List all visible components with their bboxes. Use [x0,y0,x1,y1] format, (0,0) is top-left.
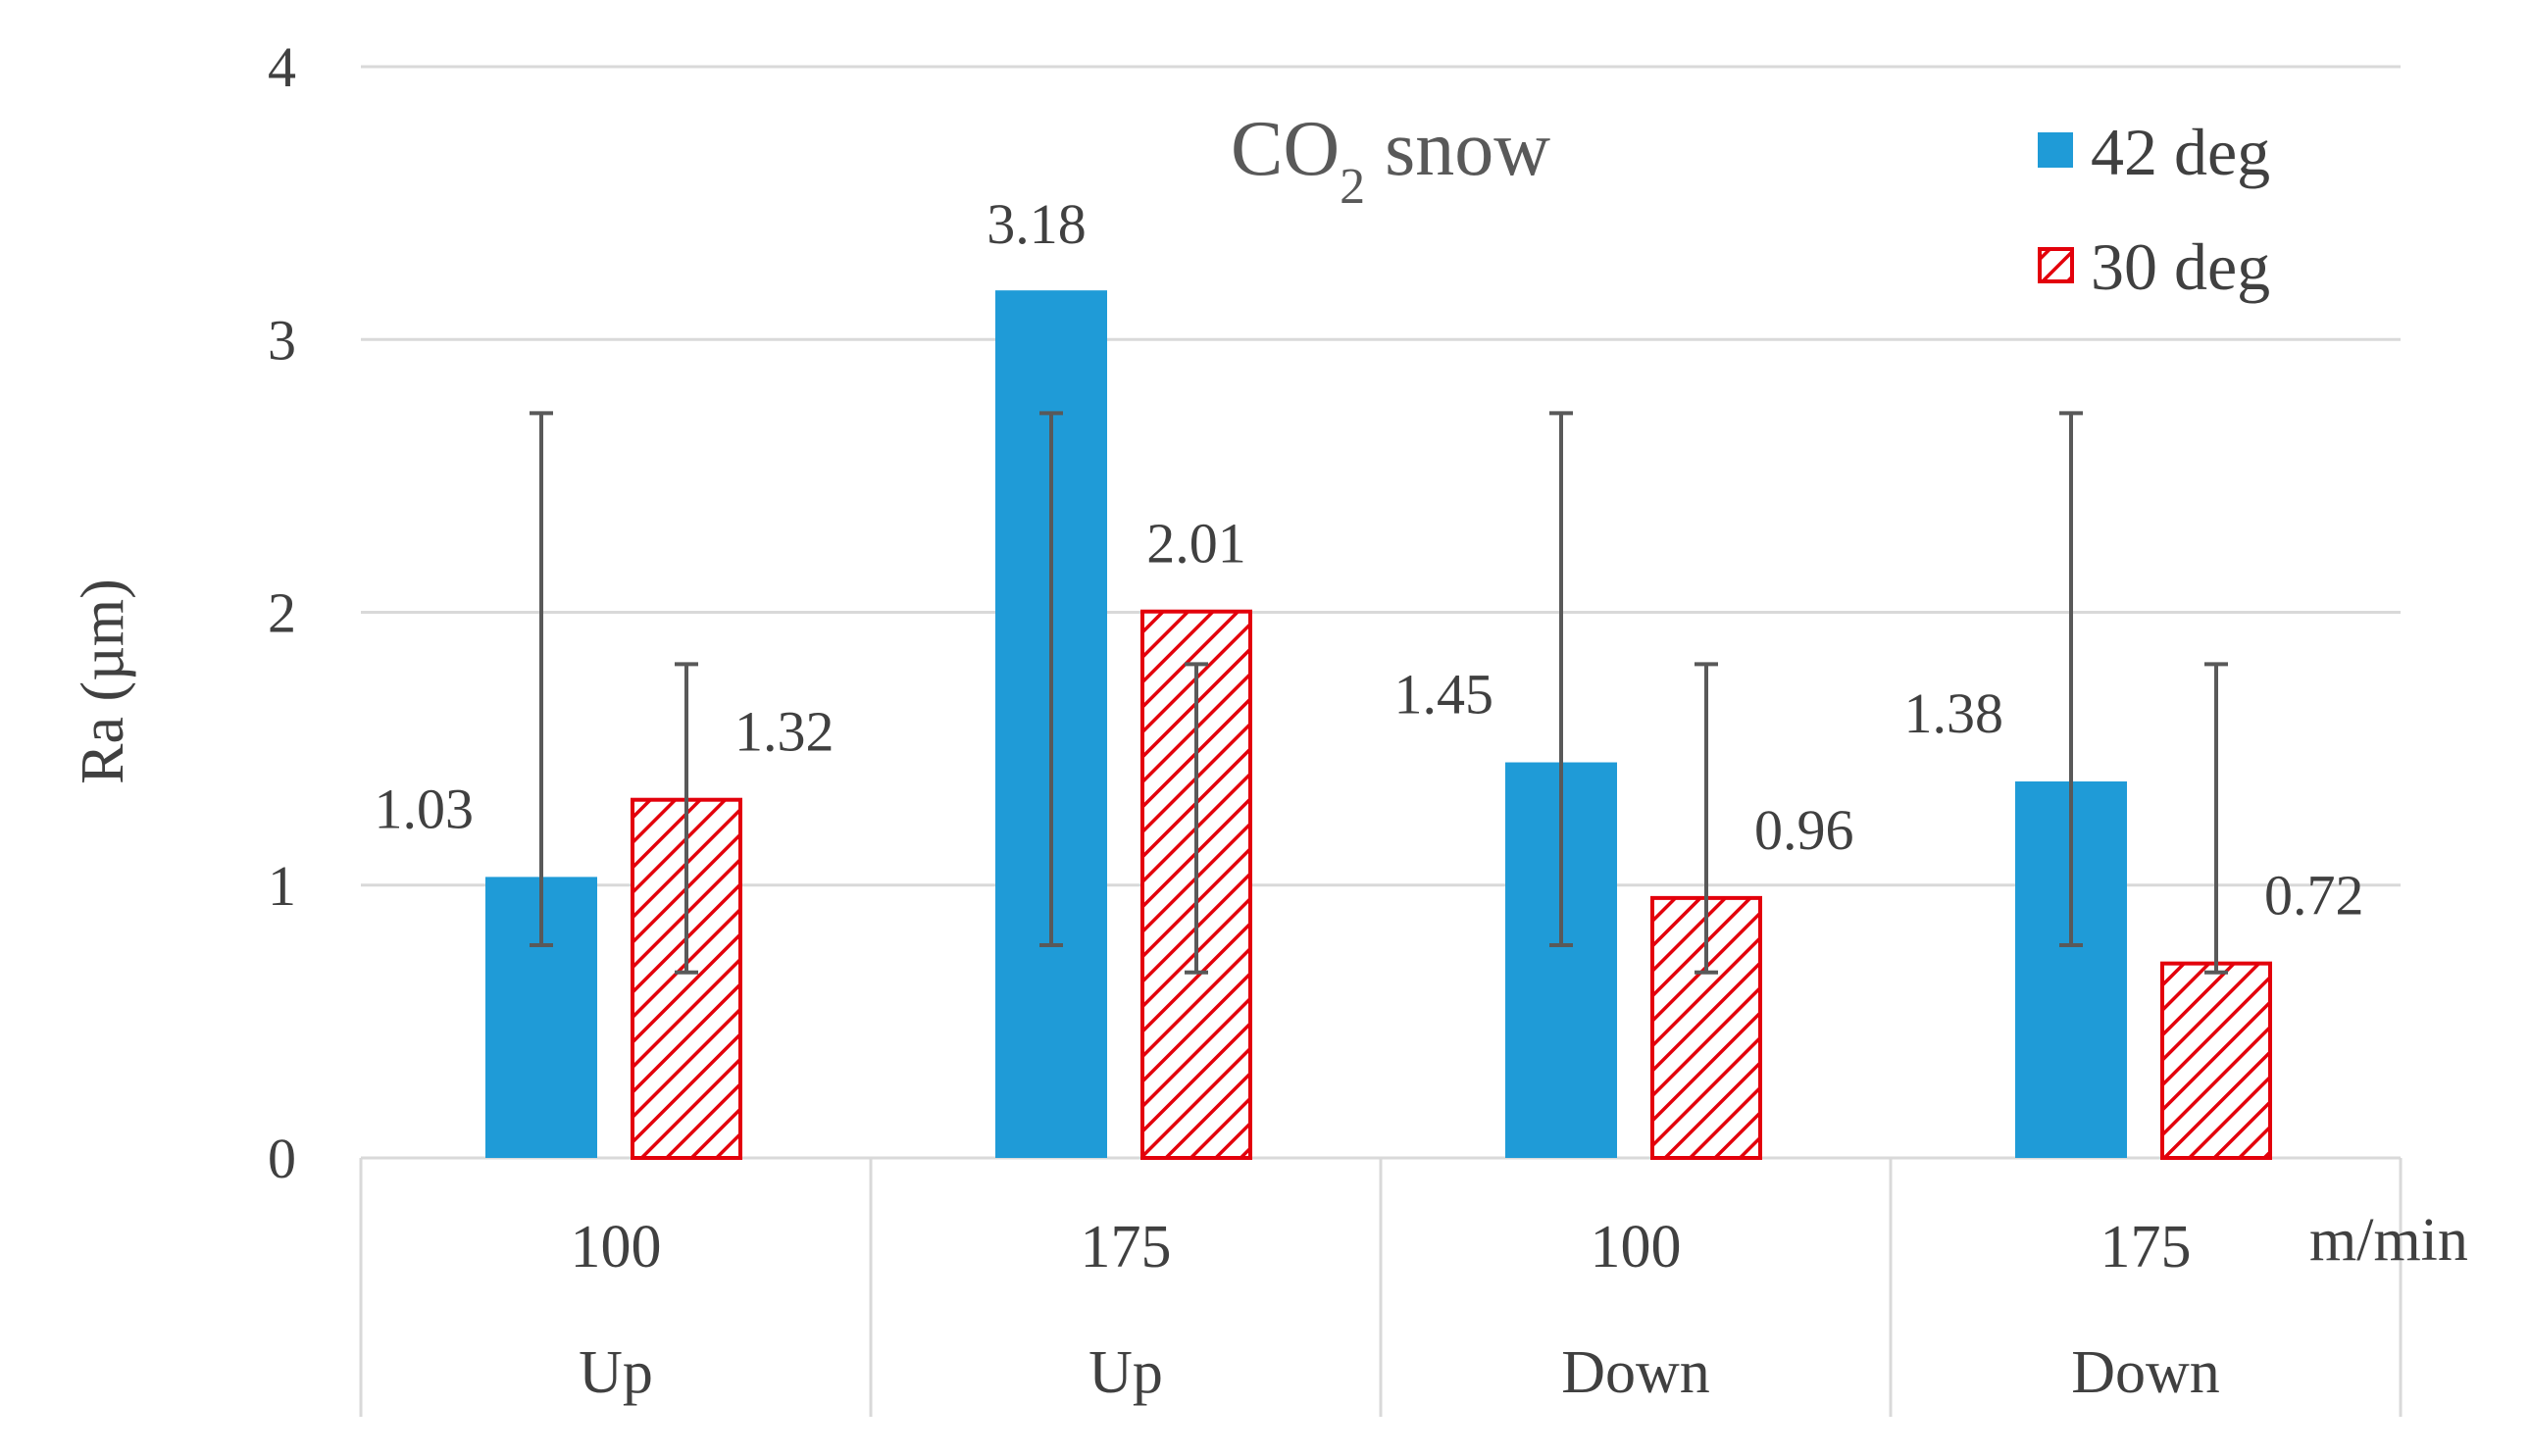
chart-title-subscript: 2 [1340,159,1365,215]
value-label: 1.32 [734,700,835,764]
x-axis: 100 Up 175 Up 100 Down 175 Down [359,1156,2403,1417]
value-label: 3.18 [987,192,1087,256]
x-tick-direction: Down [1561,1339,1710,1406]
x-tick-direction: Up [579,1339,653,1406]
x-axis-unit: m/min [2309,1207,2468,1274]
value-label: 1.03 [375,777,475,840]
x-tick-speed: 175 [2100,1214,2192,1280]
y-tick-label: 4 [268,35,296,99]
chart-title-main: CO [1231,106,1340,192]
bar [2160,961,2272,1160]
value-label: 0.96 [1754,798,1854,862]
legend-label-42deg: 42 deg [2091,115,2270,189]
value-label: 0.72 [2264,864,2364,928]
legend-swatch-30deg [2038,247,2074,283]
y-tick-label: 3 [268,308,296,372]
value-label: 2.01 [1146,512,1246,576]
chart-title-rest: snow [1365,106,1550,192]
y-tick-label: 1 [268,854,296,918]
legend-swatch-42deg [2038,132,2073,168]
value-labels: 1.03 1.32 3.18 2.01 1.45 0.96 1.38 0.72 [375,192,2364,927]
x-tick-speed: 100 [1591,1214,1682,1280]
x-tick-direction: Up [1088,1339,1163,1406]
y-tick-label: 2 [268,581,296,645]
value-label: 1.45 [1394,663,1494,727]
y-tick-label: 0 [268,1127,296,1190]
x-tick-direction: Down [2071,1339,2220,1406]
y-axis-ticks: 0 1 2 3 4 [268,35,296,1190]
bar [631,797,742,1161]
chart-title: CO2 snow [1231,106,1550,215]
value-label: 1.38 [1904,681,2004,745]
legend: 42 deg 30 deg [2038,115,2270,304]
legend-label-30deg: 30 deg [2091,229,2270,304]
error-bars [530,411,2228,975]
x-tick-speed: 100 [571,1214,662,1280]
y-axis-label: Ra (µm) [70,578,136,784]
x-tick-speed: 175 [1081,1214,1172,1280]
